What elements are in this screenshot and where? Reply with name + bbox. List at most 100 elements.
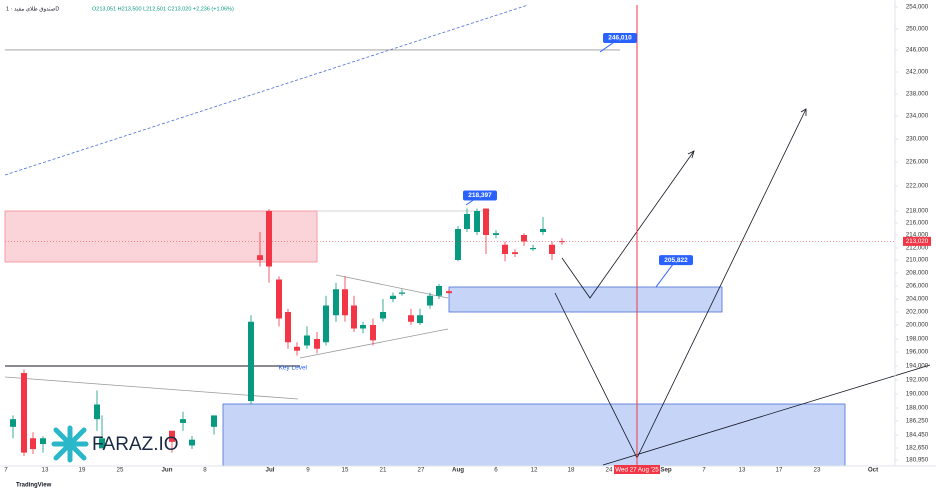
candle-body — [304, 335, 310, 346]
x-tick-label: Oct — [868, 467, 878, 474]
y-tick-label: 204,000 — [906, 296, 929, 303]
candle-body — [294, 346, 300, 351]
callout-label: 205,822 — [664, 257, 688, 264]
x-tick-label: Sep — [660, 467, 672, 474]
candle-body — [323, 305, 329, 343]
y-tick-label: 180,950 — [906, 457, 929, 464]
x-tick-label: 17 — [776, 467, 783, 474]
y-tick-label: 196,000 — [906, 349, 929, 356]
y-tick-label: 186,250 — [906, 418, 929, 425]
x-tick-label: 13 — [739, 467, 746, 474]
y-tick-label: 222,000 — [906, 183, 929, 190]
candle-body — [408, 315, 414, 322]
supply-zone — [4, 210, 318, 263]
x-tick-label: Jun — [161, 467, 172, 474]
candle-body — [169, 430, 175, 442]
candle-body — [99, 438, 105, 449]
candle-body — [333, 289, 339, 316]
candle-body — [464, 214, 470, 229]
y-tick-label: 192,000 — [906, 377, 929, 384]
y-tick-label: 226,000 — [906, 159, 929, 166]
candle-body — [314, 339, 320, 349]
y-tick-label: 188,000 — [906, 405, 929, 412]
last-price-box — [903, 236, 931, 246]
y-tick-label: 184,450 — [906, 432, 929, 439]
branding: TradingView — [16, 483, 52, 489]
y-tick-label: 200,000 — [906, 322, 929, 329]
candle-body — [436, 286, 442, 296]
y-tick-label: 206,000 — [906, 283, 929, 290]
callout-label: 246,010 — [608, 35, 632, 42]
arrow-head — [800, 108, 807, 116]
x-tick-label: 23 — [814, 467, 821, 474]
x-tick-label: 6 — [494, 467, 498, 474]
y-tick-label: 218,000 — [906, 208, 929, 215]
y-tick-label: 182,650 — [906, 445, 929, 452]
crosshair-date: Wed 27 Aug '25 — [615, 467, 659, 474]
candle-body — [285, 312, 291, 343]
key-level-label: Key Level — [278, 365, 307, 372]
x-tick-label: 7 — [4, 467, 8, 474]
candle-body — [40, 438, 46, 445]
trend-line — [4, 376, 299, 400]
candle-body — [189, 439, 195, 446]
trend-line — [602, 364, 931, 466]
candle-body — [257, 255, 263, 260]
y-tick-label: 190,000 — [906, 391, 929, 398]
demand-zone — [448, 286, 723, 313]
y-tick-label: 210,000 — [906, 257, 929, 264]
candle-body — [483, 208, 489, 235]
callout-label: 218,397 — [468, 192, 492, 199]
candle-body — [360, 325, 366, 329]
candle-body — [521, 235, 527, 242]
ohlc-header: صندوق طلای مفید · 1D — [6, 5, 59, 12]
candle-body — [512, 252, 518, 254]
drawings — [4, 4, 931, 467]
x-tick-label: 12 — [531, 467, 538, 474]
y-tick-label: 230,000 — [906, 136, 929, 143]
watermark-text: FARAZ.IO — [92, 434, 179, 455]
candle-body — [351, 305, 357, 329]
y-tick-label: 242,000 — [906, 69, 929, 76]
candle-body — [342, 289, 348, 316]
y-tick-label: 194,000 — [906, 363, 929, 370]
x-tick-label: 9 — [306, 467, 310, 474]
triangle-line — [335, 274, 449, 299]
y-tick-label: 202,000 — [906, 309, 929, 316]
candle-body — [559, 241, 565, 243]
candles — [10, 208, 565, 457]
x-tick-label: 13 — [42, 467, 49, 474]
path-arrow — [561, 150, 695, 299]
x-tick-label: 7 — [702, 467, 706, 474]
candle-body — [94, 404, 100, 420]
callout-box — [603, 32, 637, 43]
y-tick-label: 246,000 — [906, 47, 929, 54]
candle-body — [530, 248, 536, 250]
last-price-label: 213,020 — [906, 238, 929, 245]
x-tick-label: 21 — [380, 467, 387, 474]
candle-body — [370, 325, 376, 341]
trend-line — [4, 4, 529, 176]
candle-body — [446, 291, 452, 294]
candle-body — [493, 233, 499, 235]
arrow-head — [687, 150, 695, 159]
candle-body — [549, 244, 555, 254]
logo-icon — [51, 425, 89, 463]
candle-body — [390, 295, 396, 299]
x-tick-label: 18 — [568, 467, 575, 474]
x-tick-label: 27 — [418, 467, 425, 474]
x-tick-label: 8 — [203, 467, 207, 474]
candle-body — [10, 419, 16, 427]
candle-body — [21, 373, 27, 453]
ohlc-values: O213,051 H213,500 L212,501 C213,020 +2,2… — [92, 6, 234, 12]
candle-body — [180, 419, 186, 423]
candle-body — [30, 438, 36, 450]
y-tick-label: 234,000 — [906, 113, 929, 120]
x-tick-label: Aug — [452, 467, 464, 474]
y-tick-label: 212,000 — [906, 245, 929, 252]
candle-body — [502, 244, 508, 254]
candle-body — [417, 315, 423, 324]
x-tick-label: 24 — [606, 467, 613, 474]
x-tick-label: Jul — [266, 467, 275, 474]
